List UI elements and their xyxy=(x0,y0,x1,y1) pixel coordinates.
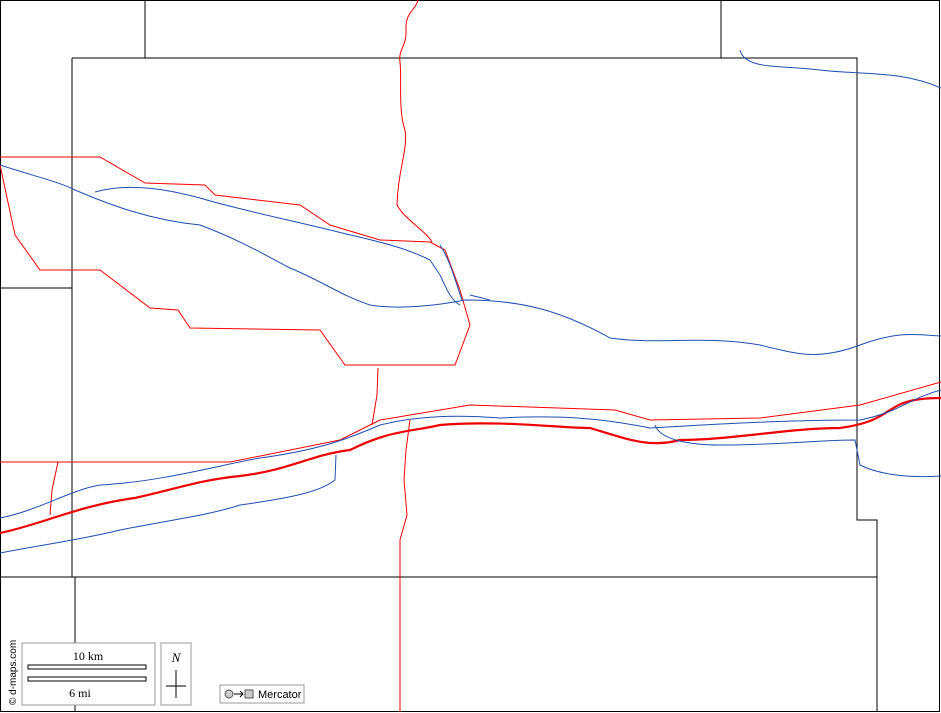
county-lines xyxy=(0,0,878,712)
scale-bar-km xyxy=(27,664,147,670)
rivers xyxy=(0,49,941,554)
credit: © d-maps.com xyxy=(8,640,19,705)
river xyxy=(0,164,941,355)
river xyxy=(0,389,941,519)
projection-icon xyxy=(224,689,234,699)
projection-icon xyxy=(244,689,254,699)
projection-label: Mercator xyxy=(258,689,302,701)
road xyxy=(371,367,411,712)
scale-mi-label: 6 mi xyxy=(69,686,91,700)
road xyxy=(0,381,941,516)
scale-km-label: 10 km xyxy=(73,649,104,663)
road xyxy=(396,0,433,243)
road xyxy=(0,156,471,366)
river xyxy=(94,186,461,306)
legend: 10 km 6 mi N Mercator © d-maps.com xyxy=(8,640,305,706)
scale-bar-mi xyxy=(27,676,147,682)
north-label: N xyxy=(171,650,182,665)
projection-box xyxy=(219,684,305,704)
river xyxy=(654,424,941,478)
north-arrow xyxy=(166,670,186,698)
river xyxy=(739,49,941,89)
county-boundary xyxy=(0,0,878,712)
highway xyxy=(0,396,941,535)
river xyxy=(0,454,337,554)
river xyxy=(439,244,491,301)
projection-arrow xyxy=(234,690,244,698)
scale-box xyxy=(21,642,156,706)
